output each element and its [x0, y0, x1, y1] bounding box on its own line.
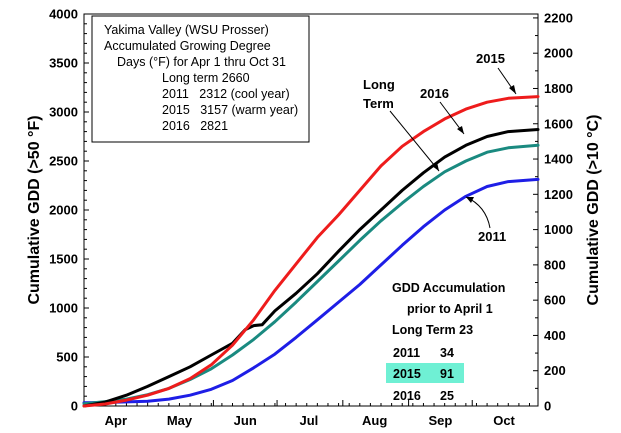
- x-tick-label: Jul: [299, 413, 318, 428]
- right-tick-label: 400: [544, 328, 566, 343]
- arrowhead-2016: [457, 126, 464, 134]
- gdd-prior-value-2016: 25: [440, 389, 454, 403]
- right-tick-label: 600: [544, 293, 566, 308]
- x-tick-label: Sep: [428, 413, 452, 428]
- x-tick-label: Apr: [105, 413, 127, 428]
- gdd-prior-panel: GDD Accumulation prior to April 1 Long T…: [386, 281, 505, 403]
- x-tick-label: Aug: [362, 413, 387, 428]
- series-line-2016: [82, 128, 540, 408]
- left-tick-label: 2500: [49, 154, 78, 169]
- gdd-prior-year-2016: 2016: [393, 389, 421, 403]
- right-tick-label: 200: [544, 363, 566, 378]
- label-term: Term: [363, 96, 394, 111]
- annotations: 2015 2016 Long Term 2011: [363, 51, 517, 244]
- series-lines: [82, 95, 540, 408]
- left-tick-label: 3000: [49, 105, 78, 120]
- right-tick-label: 2000: [544, 46, 573, 61]
- right-tick-label: 0: [544, 399, 551, 414]
- right-axis-title: Cumulative GDD (>10 °C): [585, 115, 602, 306]
- right-tick-label: 1600: [544, 116, 573, 131]
- right-tick-label: 2200: [544, 10, 573, 25]
- right-tick-label: 1200: [544, 187, 573, 202]
- left-tick-label: 0: [71, 399, 78, 414]
- left-tick-label: 1500: [49, 252, 78, 267]
- right-tick-label: 1800: [544, 81, 573, 96]
- gdd-prior-value-2011: 34: [440, 346, 454, 360]
- gdd-prior-value-2015: 91: [440, 367, 454, 381]
- info-line-1: Yakima Valley (WSU Prosser): [104, 23, 269, 37]
- label-2016: 2016: [420, 86, 449, 101]
- left-axis-title: Cumulative GDD (>50 °F): [26, 115, 43, 304]
- right-tick-label: 800: [544, 257, 566, 272]
- label-2011: 2011: [478, 229, 506, 244]
- x-tick-label: May: [167, 413, 193, 428]
- right-y-axis: 0 200 400 600 800 1000 1200 1400 1600 1800 2000 220…: [533, 10, 573, 414]
- left-y-axis: 0 500 1000 1500 2000 2500 3000 3500 4000: [49, 7, 89, 414]
- gdd-prior-highlight: [386, 363, 464, 383]
- label-long: Long: [363, 77, 395, 92]
- x-tick-label: Oct: [493, 413, 515, 428]
- arrowhead-2015: [509, 85, 516, 94]
- arrow-long-term: [389, 110, 440, 172]
- left-tick-label: 3500: [49, 56, 78, 71]
- right-tick-label: 1000: [544, 222, 573, 237]
- gdd-prior-long-term: Long Term 23: [392, 323, 473, 337]
- gdd-prior-year-2015: 2015: [393, 367, 421, 381]
- series-line-long-term: [82, 143, 540, 406]
- left-tick-label: 4000: [49, 7, 78, 22]
- gdd-prior-year-2011: 2011: [393, 346, 420, 360]
- series-line-2015: [82, 95, 540, 408]
- arrowhead-long-term: [432, 162, 439, 171]
- info-line-7: 2016 2821: [162, 119, 228, 133]
- info-box-border: [91, 15, 310, 143]
- gdd-prior-title-2: prior to April 1: [407, 302, 493, 316]
- left-tick-label: 500: [56, 350, 78, 365]
- info-line-2: Accumulated Growing Degree: [104, 39, 271, 53]
- x-axis: Apr May Jun Jul Aug Sep Oct: [94, 400, 531, 428]
- gdd-prior-title-1: GDD Accumulation: [392, 281, 505, 295]
- info-line-4: Long term 2660: [162, 71, 250, 85]
- label-2015: 2015: [476, 51, 505, 66]
- info-line-6: 2015 3157 (warm year): [162, 103, 298, 117]
- info-line-5: 2011 2312 (cool year): [162, 87, 290, 101]
- info-box: Yakima Valley (WSU Prosser) Accumulated …: [91, 15, 310, 143]
- left-tick-label: 1000: [49, 301, 78, 316]
- arrow-2011: [465, 196, 491, 229]
- info-line-3: Days (°F) for Apr 1 thru Oct 31: [117, 55, 286, 69]
- right-tick-label: 1400: [544, 152, 573, 167]
- series-line-2011: [82, 177, 540, 405]
- left-tick-label: 2000: [49, 203, 78, 218]
- arrowhead-2011: [466, 197, 474, 203]
- x-tick-label: Jun: [234, 413, 257, 428]
